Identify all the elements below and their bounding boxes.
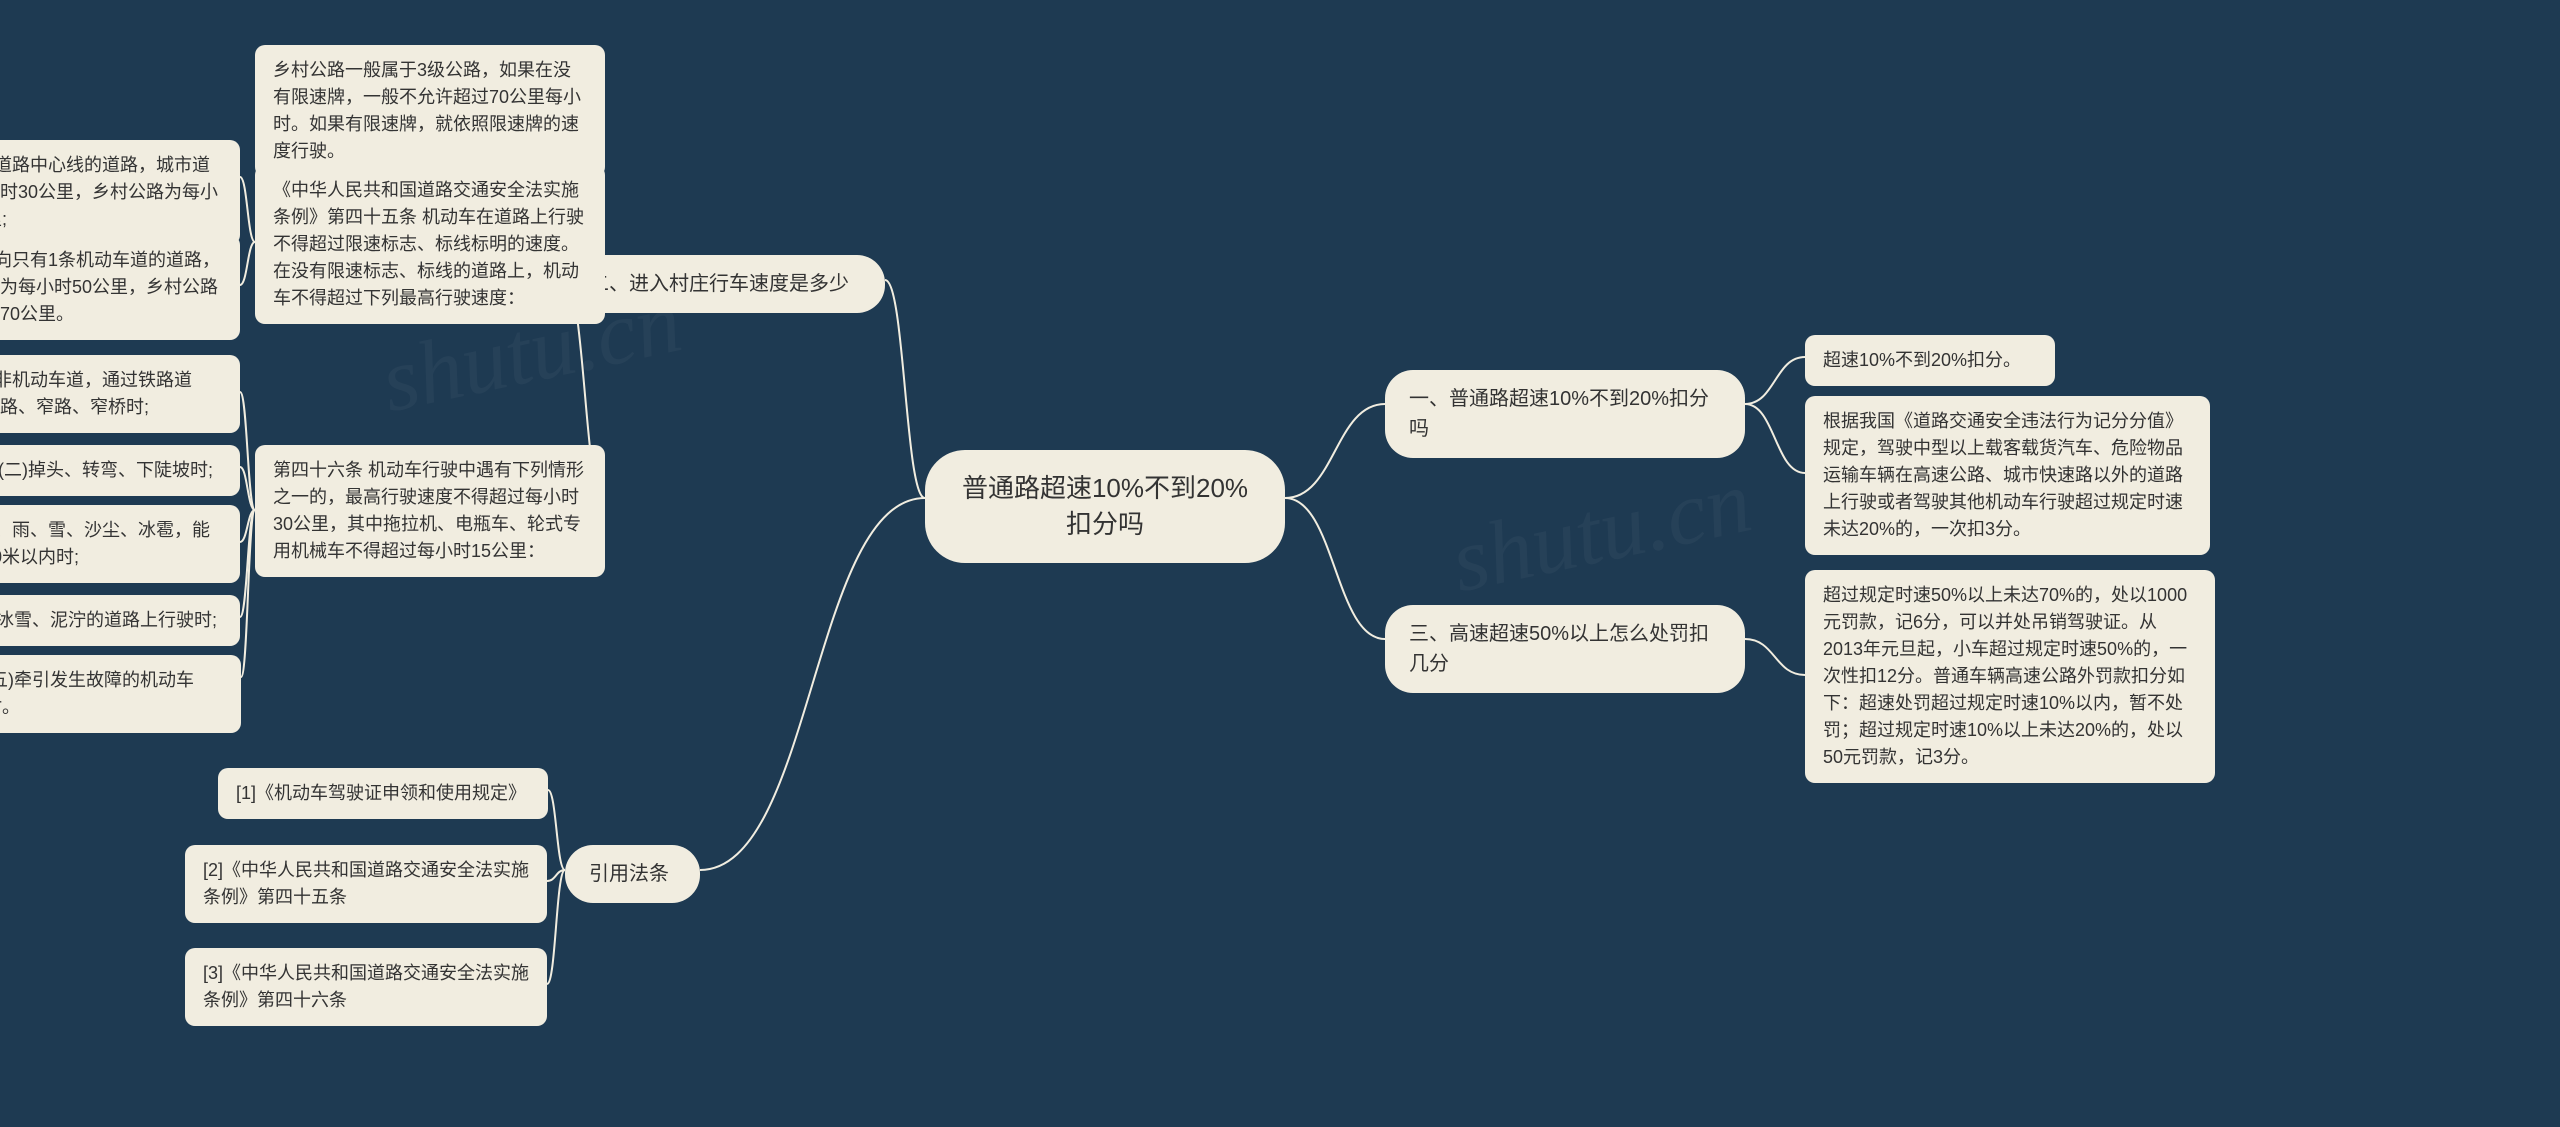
branch-2[interactable]: 二、进入村庄行车速度是多少 [565,255,885,313]
root-node[interactable]: 普通路超速10%不到20%扣分吗 [925,450,1285,563]
branch-4-leaf-1: [1]《机动车驾驶证申领和使用规定》 [218,768,548,819]
branch-3-leaf-1: 超过规定时速50%以上未达70%的，处以1000元罚款，记6分，可以并处吊销驾驶… [1805,570,2215,783]
branch-2-leaf-3b: (二)掉头、转弯、下陡坡时; [0,445,240,496]
branch-2-leaf-2a: (一)没有道路中心线的道路，城市道路为每小时30公里，乡村公路为每小时40公里; [0,140,240,245]
watermark-2: shutu.cn [1443,450,1760,614]
branch-3[interactable]: 三、高速超速50%以上怎么处罚扣几分 [1385,605,1745,693]
branch-1-leaf-2: 根据我国《道路交通安全违法行为记分分值》规定，驾驶中型以上载客载货汽车、危险物品… [1805,396,2210,555]
branch-2-leaf-3a: (一)进出非机动车道，通过铁路道口、急弯路、窄路、窄桥时; [0,355,240,433]
branch-2-leaf-2b: (二)同方向只有1条机动车道的道路，城市道路为每小时50公里，乡村公路为每小时7… [0,235,240,340]
branch-1[interactable]: 一、普通路超速10%不到20%扣分吗 [1385,370,1745,458]
branch-2-leaf-3d: (四)在冰雪、泥泞的道路上行驶时; [0,595,240,646]
branch-2-leaf-3c: (三)遇雾、雨、雪、沙尘、冰雹，能见度在50米以内时; [0,505,240,583]
branch-2-leaf-3e: (五)牵引发生故障的机动车时。 [0,655,241,733]
branch-4[interactable]: 引用法条 [565,845,700,903]
branch-4-leaf-2: [2]《中华人民共和国道路交通安全法实施条例》第四十五条 [185,845,547,923]
branch-2-leaf-1: 乡村公路一般属于3级公路，如果在没有限速牌，一般不允许超过70公里每小时。如果有… [255,45,605,177]
branch-1-leaf-1: 超速10%不到20%扣分。 [1805,335,2055,386]
branch-2-leaf-2: 《中华人民共和国道路交通安全法实施条例》第四十五条 机动车在道路上行驶不得超过限… [255,165,605,324]
branch-2-leaf-3: 第四十六条 机动车行驶中遇有下列情形之一的，最高行驶速度不得超过每小时30公里，… [255,445,605,577]
branch-4-leaf-3: [3]《中华人民共和国道路交通安全法实施条例》第四十六条 [185,948,547,1026]
